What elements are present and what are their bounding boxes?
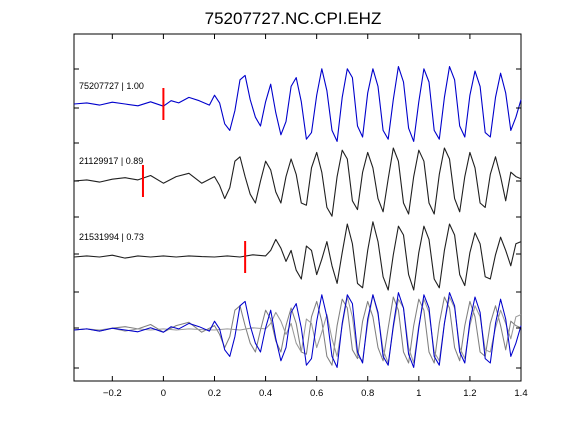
plot-frame — [73, 33, 522, 382]
x-tick-label: 0.6 — [310, 388, 323, 399]
x-tick-label: 1.2 — [463, 388, 476, 399]
traces-group: 75207727 | 1.00 21129917 | 0.89 21531994 |… — [73, 66, 522, 291]
x-tick-label: 1.4 — [514, 388, 527, 399]
x-tick-label: 0 — [161, 388, 166, 399]
x-tick-label: 0.2 — [208, 388, 221, 399]
trace-label-2: 21531994 | 0.73 — [79, 232, 144, 242]
overlay-waveform-0 — [73, 292, 522, 368]
x-tick-label: 0.8 — [361, 388, 374, 399]
trace-waveform-2 — [73, 221, 522, 291]
axis-ticks: −0.2 0 0.2 0.4 0.6 0.8 1 1.2 1.4 — [74, 34, 528, 399]
trace-waveform-0 — [73, 66, 522, 142]
trace-waveform-1 — [73, 147, 522, 217]
x-tick-label: −0.2 — [103, 388, 122, 399]
x-tick-label: 0.4 — [259, 388, 272, 399]
trace-label-1: 21129917 | 0.89 — [79, 156, 143, 166]
trace-label-0: 75207727 | 1.00 — [79, 81, 144, 91]
overlay-group — [73, 292, 522, 368]
chart-title: 75207727.NC.CPI.EHZ — [205, 9, 382, 28]
x-tick-label: 1 — [416, 388, 421, 399]
